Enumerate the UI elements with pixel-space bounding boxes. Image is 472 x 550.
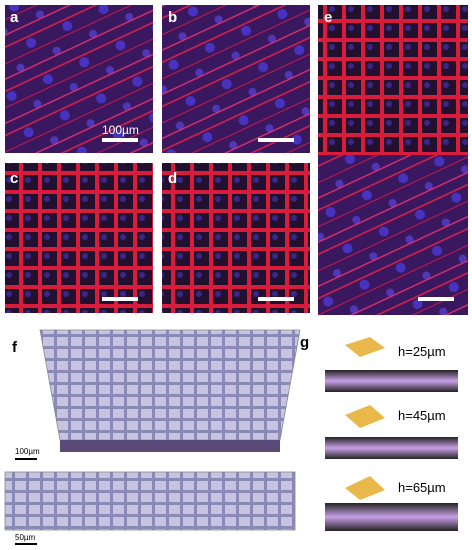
image-e-bottom	[318, 155, 468, 315]
scale-label: 100µm	[15, 447, 40, 456]
panel-label: a	[10, 9, 19, 26]
scale-bar	[15, 543, 37, 545]
height-label: h=25µm	[398, 344, 446, 359]
scale-bar	[258, 297, 294, 301]
image-c	[5, 163, 153, 313]
cube-icon	[345, 476, 385, 500]
scale-bar	[102, 297, 138, 301]
image-a	[5, 5, 153, 153]
image-d	[162, 163, 310, 313]
scale-bar	[418, 297, 454, 301]
cross-section	[325, 370, 458, 392]
scale-label: 50µm	[15, 533, 36, 542]
height-label: h=45µm	[398, 408, 446, 423]
scale-bar	[102, 138, 138, 142]
image-b	[162, 5, 310, 153]
panel-label: g	[300, 334, 309, 351]
cube-icon	[345, 405, 385, 428]
panel-label: b	[168, 9, 177, 26]
panel-label: f	[12, 339, 18, 356]
render-side	[4, 471, 296, 531]
cross-section	[325, 503, 458, 531]
panel-label: d	[168, 170, 177, 187]
image-e-top	[318, 5, 468, 155]
render-3d-edge	[60, 440, 280, 452]
cross-section	[325, 437, 458, 459]
panel-label: e	[324, 9, 332, 26]
cube-icon	[345, 337, 385, 357]
render-3d	[39, 329, 301, 441]
scale-label: 100µm	[102, 123, 139, 137]
panel-label: c	[10, 170, 18, 187]
scale-bar	[15, 458, 37, 460]
height-label: h=65µm	[398, 480, 446, 495]
scale-bar	[258, 138, 294, 142]
